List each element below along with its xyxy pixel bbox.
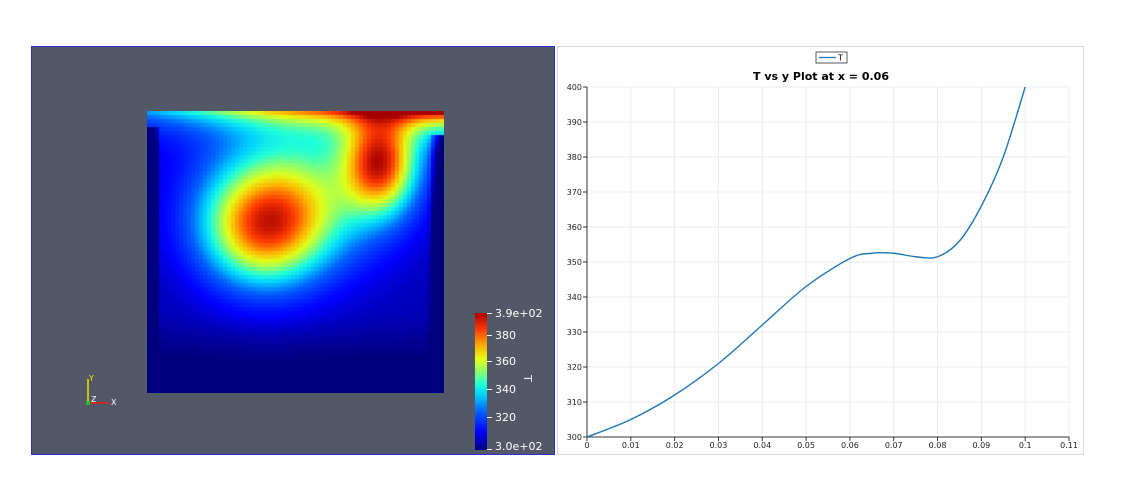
- colorbar-tick-label: 340: [495, 383, 516, 396]
- axis-x-label: X: [111, 398, 117, 407]
- axis-z-label: Z: [91, 395, 97, 404]
- x-tick-label: 0.09: [972, 441, 990, 450]
- colorbar-tick: [487, 335, 492, 336]
- colorbar-tick: [487, 417, 492, 418]
- colorbar-tick: [487, 361, 492, 362]
- y-tick-label: 360: [567, 223, 582, 232]
- axis-y-label: Y: [89, 374, 94, 383]
- colorbar-min-label: 3.0e+02: [495, 440, 543, 453]
- colorbar: [475, 313, 487, 450]
- chart-title: T vs y Plot at x = 0.06: [753, 70, 889, 83]
- x-tick-label: 0.02: [666, 441, 684, 450]
- colorbar-tick-label: 320: [495, 411, 516, 424]
- y-tick-label: 300: [567, 433, 582, 442]
- x-tick-label: 0.01: [622, 441, 640, 450]
- colorbar-tick: [487, 449, 492, 450]
- y-tick-label: 310: [567, 398, 582, 407]
- series-line-T: [586, 86, 1026, 438]
- x-tick-label: 0: [584, 441, 589, 450]
- y-tick-label: 380: [567, 153, 582, 162]
- colorbar-tick: [487, 313, 492, 314]
- y-tick-label: 320: [567, 363, 582, 372]
- colorbar-tick-label: 380: [495, 329, 516, 342]
- x-tick-label: 0.11: [1060, 441, 1078, 450]
- y-tick-label: 330: [567, 328, 582, 337]
- x-tick-label: 0.07: [885, 441, 903, 450]
- y-tick-label: 390: [567, 118, 582, 127]
- chart-view[interactable]: 0 0.01 0.02 0.03 0.04 0.05 0.06 0.07 0.08 0.09 0.1…: [557, 46, 1084, 455]
- legend-label: T: [837, 54, 843, 63]
- x-tick-label: 0.08: [929, 441, 947, 450]
- colorbar-title: T: [521, 375, 534, 382]
- colorbar-tick: [487, 389, 492, 390]
- line-chart: 0 0.01 0.02 0.03 0.04 0.05 0.06 0.07 0.08 0.09 0.1…: [567, 51, 1078, 450]
- x-tick-label: 0.05: [797, 441, 815, 450]
- temperature-field: [147, 111, 444, 393]
- x-tick-label: 0.04: [753, 441, 771, 450]
- colorbar-tick-label: 360: [495, 355, 516, 368]
- y-tick-label: 400: [567, 83, 582, 92]
- colorbar-max-label: 3.9e+02: [495, 307, 543, 320]
- orientation-axes: Y Z X: [80, 373, 120, 413]
- y-tick-label: 340: [567, 293, 582, 302]
- y-tick-label: 350: [567, 258, 582, 267]
- y-tick-label: 370: [567, 188, 582, 197]
- x-tick-label: 0.06: [841, 441, 859, 450]
- orientation-axes-icon: [86, 379, 110, 405]
- x-tick-label: 0.1: [1019, 441, 1032, 450]
- render-view[interactable]: 3.9e+02 380 360 340 320 3.0e+02 T Y Z X: [31, 46, 555, 455]
- legend: T: [815, 51, 848, 64]
- x-tick-label: 0.03: [710, 441, 728, 450]
